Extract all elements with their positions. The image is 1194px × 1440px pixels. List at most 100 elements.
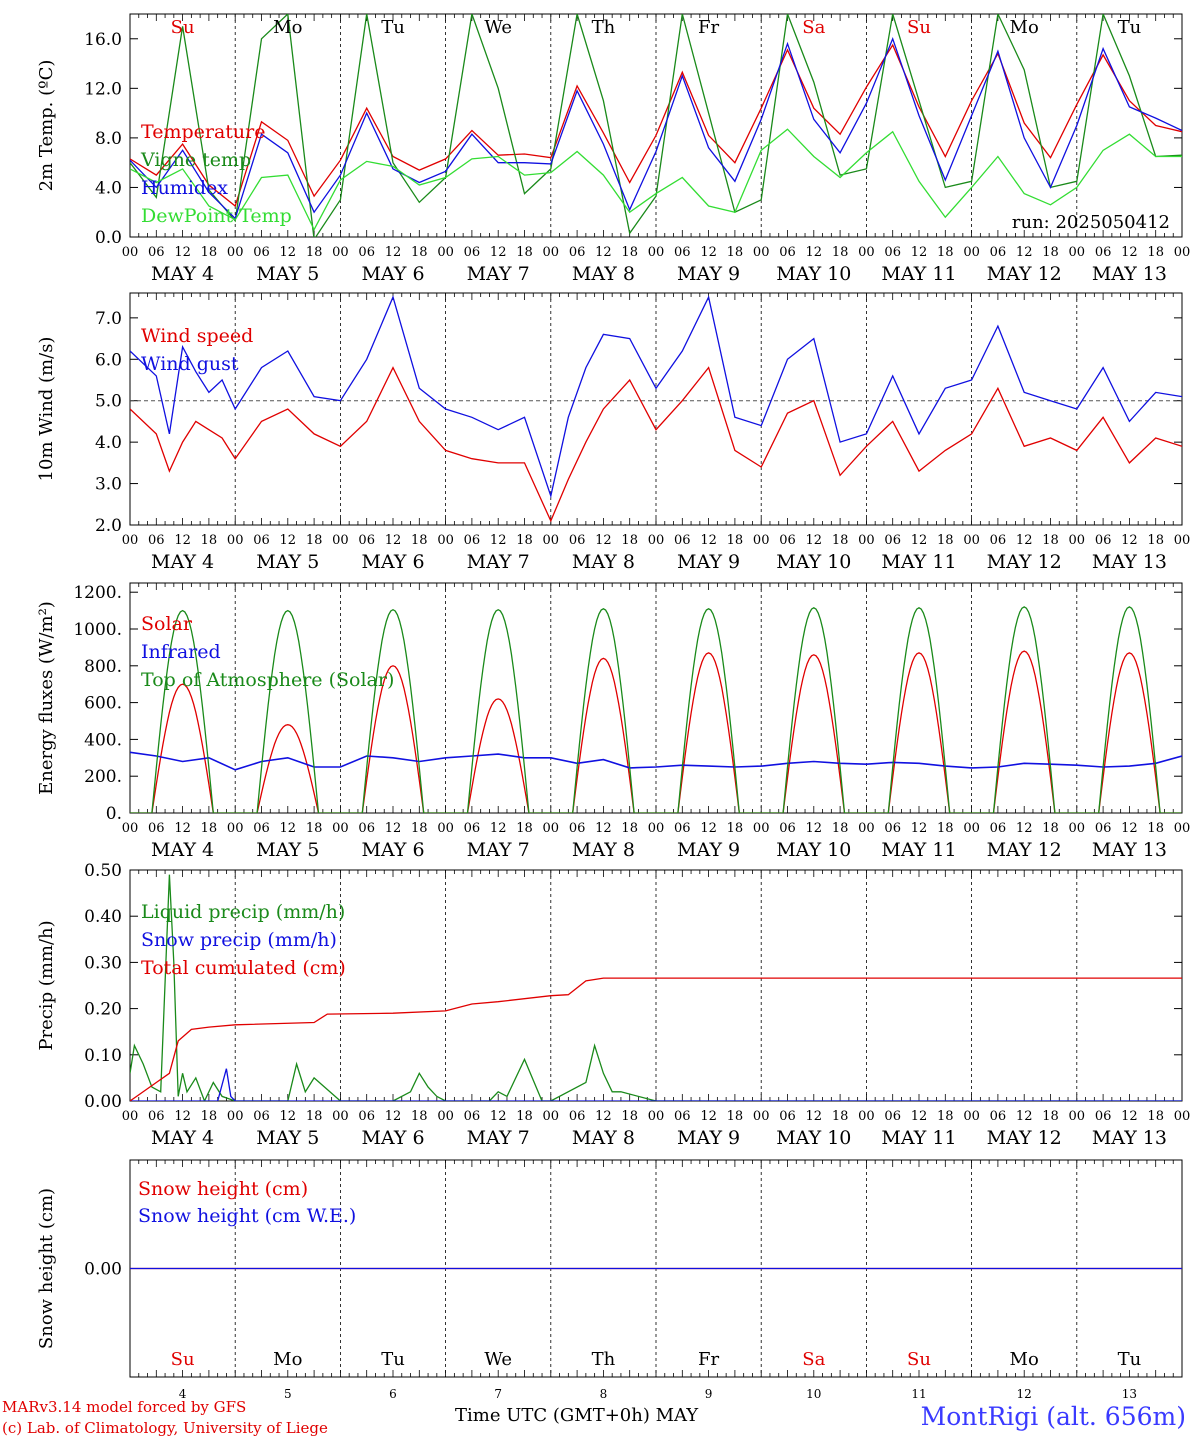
y-tick-label: 0.20 [84, 1000, 122, 1020]
y-tick-label: 0.00 [84, 1260, 122, 1280]
x-hour-label: 18 [937, 533, 954, 548]
series-line-infrared [130, 751, 1182, 771]
y-tick-label: 0. [106, 804, 122, 824]
x-day-label: MAY 8 [572, 551, 635, 573]
x-hour-label: 06 [358, 821, 375, 836]
x-hour-label: 06 [990, 245, 1007, 260]
y-tick-label: 3.0 [95, 475, 122, 495]
x-hour-label: 12 [595, 821, 612, 836]
x-hour-label: 00 [858, 533, 875, 548]
legend-entry: Wind speed [141, 325, 253, 347]
x-hour-label: 18 [832, 821, 849, 836]
x-hour-label: 06 [253, 245, 270, 260]
x-hour-label: 06 [1095, 1109, 1112, 1124]
x-hour-label: 06 [569, 533, 586, 548]
x-hour-label: 06 [253, 821, 270, 836]
x-hour-label: 00 [1174, 533, 1191, 548]
x-hour-label: 00 [227, 245, 244, 260]
x-hour-label: 06 [358, 1109, 375, 1124]
x-hour-label: 06 [1095, 245, 1112, 260]
y-tick-label: 7.0 [95, 309, 122, 329]
x-hour-label: 06 [990, 821, 1007, 836]
panel-snow-height: 0.00 Snow height (cm) Snow height (cm) Snow… [36, 1159, 1183, 1401]
x-hour-label: 00 [332, 821, 349, 836]
x-hour-label: 12 [1121, 245, 1138, 260]
x-hour-label: 06 [884, 533, 901, 548]
legend-entry: Liquid precip (mm/h) [141, 901, 345, 923]
x-day-label: MAY 6 [361, 839, 424, 861]
x-hour-label: 12 [490, 245, 507, 260]
legend-entry: Humidex [141, 177, 228, 199]
x-hour-label: 12 [490, 533, 507, 548]
y-tick-label: 0.00 [84, 1092, 122, 1112]
x-hour-label: 12 [1121, 821, 1138, 836]
bottom-day-number: 11 [911, 1387, 926, 1401]
weekday-label: Tu [381, 1349, 405, 1370]
x-hour-label: 06 [779, 821, 796, 836]
series-group [130, 14, 1182, 237]
x-hour-label: 06 [569, 245, 586, 260]
y-tick-label: 5.0 [95, 392, 122, 412]
weekday-label: Mo [273, 1349, 302, 1370]
x-hour-label: 18 [937, 245, 954, 260]
x-hour-label: 06 [674, 533, 691, 548]
x-day-label: MAY 11 [881, 1127, 956, 1149]
x-day-label: MAY 9 [677, 1127, 740, 1149]
x-hour-label: 12 [1016, 1109, 1033, 1124]
credit-model: MARv3.14 model forced by GFS [2, 1398, 247, 1416]
series-group [130, 606, 1182, 813]
x-hour-label: 12 [911, 1109, 928, 1124]
x-hour-label: 12 [280, 533, 297, 548]
x-hour-label: 00 [122, 245, 139, 260]
x-hour-label: 12 [911, 821, 928, 836]
x-hour-label: 06 [464, 1109, 481, 1124]
x-axis-month: MAY [655, 1405, 699, 1426]
x-hour-label: 00 [543, 821, 560, 836]
x-hour-label: 18 [621, 245, 638, 260]
x-day-label: MAY 9 [677, 839, 740, 861]
x-axis-title: Time UTC (GMT+0h) MAY [455, 1405, 698, 1426]
y-tick-label: 600. [84, 694, 122, 714]
x-hour-label: 06 [148, 245, 165, 260]
y-tick-label: 4.0 [95, 433, 122, 453]
x-hour-label: 00 [1069, 245, 1086, 260]
weekday-label: Th [592, 17, 616, 38]
x-hour-label: 12 [174, 533, 191, 548]
x-axis-title-text: Time UTC (GMT+0h) [455, 1405, 650, 1426]
x-hour-label: 00 [648, 533, 665, 548]
y-tick-label: 0.40 [84, 907, 122, 927]
weekday-label: Sa [802, 1349, 825, 1370]
x-hour-label: 00 [648, 1109, 665, 1124]
bottom-day-number: 7 [494, 1387, 502, 1401]
weekday-label: Su [171, 17, 195, 38]
x-hour-label: 12 [280, 1109, 297, 1124]
x-day-label: MAY 6 [361, 1127, 424, 1149]
x-day-label: MAY 10 [776, 839, 851, 861]
bottom-day-number: 4 [179, 1387, 187, 1401]
x-hour-label: 12 [806, 821, 823, 836]
x-hour-label: 00 [1069, 1109, 1086, 1124]
x-day-label: MAY 7 [467, 551, 530, 573]
x-hour-label: 00 [648, 821, 665, 836]
weekday-label: Fr [698, 17, 719, 38]
y-tick-label: 1200. [73, 583, 122, 603]
y-tick-label: 4.0 [95, 178, 122, 198]
plot-frame [129, 13, 1183, 238]
x-hour-label: 00 [122, 1109, 139, 1124]
x-hour-label: 12 [490, 821, 507, 836]
x-hour-label: 12 [174, 245, 191, 260]
x-hour-label: 00 [227, 533, 244, 548]
x-hour-label: 00 [753, 533, 770, 548]
x-hour-label: 06 [148, 533, 165, 548]
x-hour-label: 18 [201, 1109, 218, 1124]
bottom-day-number: 9 [705, 1387, 713, 1401]
y-axis-label: Snow height (cm) [36, 1188, 57, 1349]
x-hour-label: 06 [148, 1109, 165, 1124]
x-hour-label: 18 [1042, 245, 1059, 260]
x-day-label: MAY 4 [151, 1127, 214, 1149]
x-day-label: MAY 12 [987, 1127, 1062, 1149]
x-hour-label: 06 [569, 1109, 586, 1124]
x-day-label: MAY 8 [572, 839, 635, 861]
x-hour-label: 18 [411, 821, 428, 836]
